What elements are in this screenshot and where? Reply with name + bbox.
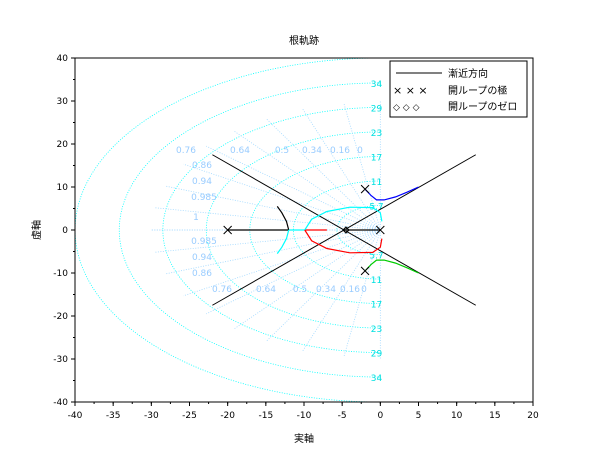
branch-break-up [276, 206, 290, 231]
zeta-ray [183, 229, 381, 297]
zeta-ray [302, 229, 381, 352]
wn-label: 11 [371, 276, 382, 286]
x-tick-label: -15 [258, 411, 273, 421]
zeta-label: 0.5 [293, 285, 307, 295]
zeta-label: 0.86 [192, 269, 212, 279]
zeta-ray [206, 145, 381, 231]
wn-label: 17 [371, 153, 382, 163]
zeta-ray [233, 130, 381, 231]
wn-circle [292, 180, 381, 280]
wn-circle [162, 107, 381, 353]
zeta-label: 1 [193, 213, 199, 223]
x-tick-label: -5 [338, 411, 347, 421]
wn-label: 34 [371, 80, 383, 90]
zeta-ray [154, 207, 381, 231]
zeta-label: 0 [361, 285, 367, 295]
wn-label: 34 [371, 374, 383, 384]
x-tick-label: -35 [106, 411, 121, 421]
zeta-label: 0.34 [316, 285, 336, 295]
zeta-ray [343, 229, 381, 358]
zeta-label: 0.94 [192, 177, 212, 187]
wn-label: 5.7 [369, 252, 383, 262]
x-tick-label: -30 [144, 411, 159, 421]
y-tick-label: 30 [57, 97, 69, 107]
pole-marker [223, 225, 233, 235]
legend: 漸近方向 × × × 開ループの極 ◇ ◇ ◇ 開ループのゼロ [389, 60, 528, 118]
wn-label: 17 [371, 301, 382, 311]
zeta-label: 0.64 [230, 146, 250, 156]
zeta-ray [265, 117, 381, 231]
legend-zero: 開ループのゼロ [448, 101, 517, 113]
zeta-ray [183, 163, 381, 231]
branch-loop-lower [304, 229, 383, 254]
wn-label: 5.7 [369, 202, 383, 212]
legend-pole-markers: × × × [393, 84, 428, 97]
zeta-ray [233, 229, 381, 330]
x-tick-label: -40 [68, 411, 83, 421]
zeta-label: 0.34 [302, 146, 322, 156]
branch-break-down [276, 229, 290, 254]
legend-asymptote: 漸近方向 [448, 67, 488, 80]
branch-lower-pole [364, 259, 419, 274]
y-tick-label: -40 [53, 398, 68, 408]
zeta-label: 0.16 [340, 285, 360, 295]
wn-label: 29 [371, 350, 383, 360]
x-tick-label: 15 [489, 411, 500, 421]
wn-label: 11 [371, 178, 382, 188]
x-tick-label: 5 [416, 411, 422, 421]
branch-loop-upper [304, 206, 383, 231]
wn-circle [75, 58, 381, 402]
legend-pole: 開ループの極 [448, 84, 507, 97]
wn-label: 29 [371, 104, 383, 114]
y-tick-label: -10 [53, 269, 68, 279]
y-tick-label: 10 [57, 183, 69, 193]
zeta-label: 0.16 [330, 146, 350, 156]
x-tick-label: 0 [377, 411, 383, 421]
y-tick-label: 40 [57, 54, 69, 64]
zeta-ray [154, 229, 381, 253]
zeta-label: 0.76 [176, 146, 196, 156]
x-tick-label: -20 [220, 411, 235, 421]
zero-marker [342, 226, 350, 234]
y-tick-label: 0 [62, 226, 68, 236]
zeta-label: 0.5 [275, 146, 289, 156]
wn-label: 23 [371, 325, 382, 335]
pole-marker [375, 225, 385, 235]
pole-marker [360, 184, 370, 194]
x-axis-label: 実軸 [294, 432, 314, 445]
x-tick-label: -25 [182, 411, 197, 421]
wn-label: 23 [371, 129, 382, 139]
zeta-ray [265, 229, 381, 343]
asymptote-line [212, 154, 476, 306]
zeta-label: 0 [357, 146, 363, 156]
x-tick-label: 20 [527, 411, 539, 421]
y-axis-label: 虚軸 [30, 220, 43, 240]
y-tick-label: -30 [53, 355, 68, 365]
y-tick-label: 20 [57, 140, 69, 150]
chart-title: 根軌跡 [289, 34, 319, 47]
pole-marker [360, 266, 370, 276]
legend-zero-markers: ◇ ◇ ◇ [393, 103, 420, 113]
zeta-label: 0.94 [192, 253, 212, 263]
branch-upper-pole [364, 186, 419, 201]
zeta-ray [164, 185, 381, 231]
zeta-ray [343, 102, 381, 231]
zeta-label: 0.985 [191, 193, 217, 203]
zeta-label: 0.985 [191, 237, 217, 247]
zeta-ray [302, 108, 381, 231]
zeta-ray [164, 229, 381, 275]
wn-circle [205, 131, 381, 329]
zeta-label: 0.64 [256, 285, 276, 295]
zeta-ray [206, 229, 381, 315]
x-tick-label: 10 [451, 411, 463, 421]
zeta-label: 0.76 [212, 285, 232, 295]
zeta-label: 0.86 [192, 161, 212, 171]
x-tick-label: -10 [297, 411, 312, 421]
y-tick-label: -20 [53, 312, 68, 322]
